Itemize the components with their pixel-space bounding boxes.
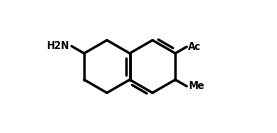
Text: H2N: H2N (47, 41, 70, 51)
Text: Me: Me (188, 81, 204, 91)
Text: Ac: Ac (188, 42, 201, 52)
